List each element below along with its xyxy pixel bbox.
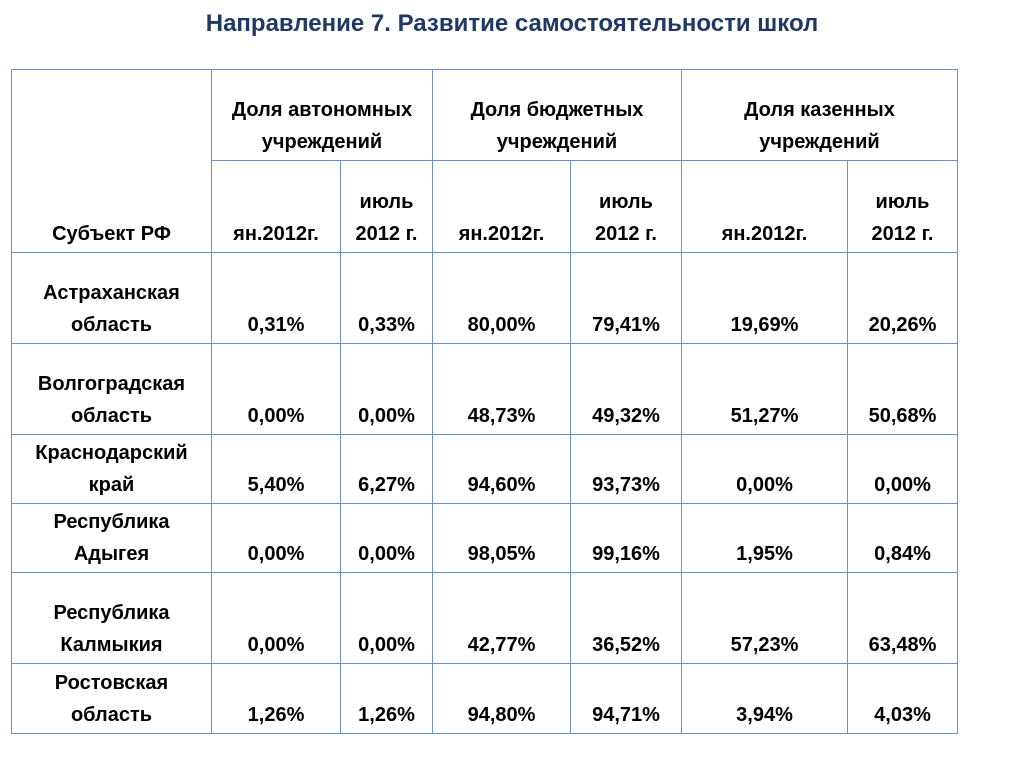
value-cell: 98,05% [432,503,571,573]
period-line: 2012 г. [871,223,934,245]
region-name-line: край [88,474,135,496]
period-header: июль 2012 г. [340,160,433,253]
group-header-line: учреждений [759,131,880,153]
value-cell: 48,73% [432,343,571,435]
group-header-state: Доля казенных учреждений [681,69,958,161]
value-cell: 1,95% [681,503,848,573]
value-cell: 0,00% [340,343,433,435]
value-cell: 4,03% [847,663,958,734]
region-cell: Краснодарский край [11,434,212,504]
value-cell: 1,26% [211,663,341,734]
region-cell: Республика Адыгея [11,503,212,573]
region-name-line: область [70,314,153,336]
period-header: ян.2012г. [211,160,341,253]
region-name-line: Республика [53,511,170,533]
value-cell: 0,00% [211,572,341,664]
table-row: Республика Адыгея 0,00% 0,00% 98,05% 99,… [11,503,958,573]
value-cell: 80,00% [432,252,571,344]
value-cell: 0,31% [211,252,341,344]
table-row: Республика Калмыкия 0,00% 0,00% 42,77% 3… [11,572,958,664]
value-cell: 93,73% [570,434,682,504]
region-name-line: область [70,704,153,726]
group-header-line: учреждений [261,131,383,153]
slide-title: Направление 7. Развитие самостоятельност… [205,10,819,37]
region-name-line: Калмыкия [60,634,163,656]
value-cell: 0,00% [340,572,433,664]
value-cell: 63,48% [847,572,958,664]
value-cell: 50,68% [847,343,958,435]
subject-header: Субъект РФ [11,69,212,253]
group-header-autonomous: Доля автономных учреждений [211,69,433,161]
value-cell: 0,00% [211,503,341,573]
region-cell: Астраханская область [11,252,212,344]
value-cell: 0,00% [211,343,341,435]
period-header: июль 2012 г. [847,160,958,253]
region-name-line: Краснодарский [35,442,188,464]
group-header-line: Доля казенных [744,99,895,121]
table-row: Ростовская область 1,26% 1,26% 94,80% 94… [11,663,958,734]
value-cell: 94,71% [570,663,682,734]
region-name-line: область [70,405,153,427]
region-cell: Республика Калмыкия [11,572,212,664]
value-cell: 0,00% [847,434,958,504]
value-cell: 6,27% [340,434,433,504]
value-cell: 51,27% [681,343,848,435]
period-line: ян.2012г. [233,223,319,245]
value-cell: 19,69% [681,252,848,344]
region-name-line: Волгоградская [37,373,186,395]
data-table: Субъект РФ Доля автономных учреждений До… [11,69,958,734]
period-line: ян.2012г. [721,223,808,245]
region-name-line: Адыгея [73,543,150,565]
region-name-line: Ростовская [54,672,169,694]
value-cell: 57,23% [681,572,848,664]
region-cell: Волгоградская область [11,343,212,435]
period-header: ян.2012г. [432,160,571,253]
subject-header-label: Субъект РФ [52,223,171,245]
group-header-budget: Доля бюджетных учреждений [432,69,682,161]
value-cell: 79,41% [570,252,682,344]
group-header-row: Субъект РФ Доля автономных учреждений До… [11,69,958,253]
value-cell: 0,00% [340,503,433,573]
period-header-row: ян.2012г. июль 2012 г. ян.2012г. июль 20… [12,160,958,253]
value-cell: 0,00% [681,434,848,504]
period-line: ян.2012г. [458,223,545,245]
period-header: ян.2012г. [681,160,848,253]
group-header-line: Доля бюджетных [470,99,644,121]
value-cell: 1,26% [340,663,433,734]
value-cell: 3,94% [681,663,848,734]
value-cell: 42,77% [432,572,571,664]
value-cell: 94,80% [432,663,571,734]
value-cell: 94,60% [432,434,571,504]
period-line: июль [359,191,414,213]
table-row: Астраханская область 0,31% 0,33% 80,00% … [11,252,958,344]
value-cell: 99,16% [570,503,682,573]
table-row: Краснодарский край 5,40% 6,27% 94,60% 93… [11,434,958,504]
period-header: июль 2012 г. [570,160,682,253]
group-header-line: учреждений [496,131,618,153]
region-cell: Ростовская область [11,663,212,734]
table-row: Волгоградская область 0,00% 0,00% 48,73%… [11,343,958,435]
value-cell: 5,40% [211,434,341,504]
value-cell: 0,84% [847,503,958,573]
group-header-line: Доля автономных [231,99,413,121]
region-name-line: Республика [53,602,170,624]
value-cell: 49,32% [570,343,682,435]
value-cell: 0,33% [340,252,433,344]
region-name-line: Астраханская [43,282,180,304]
value-cell: 20,26% [847,252,958,344]
value-cell: 36,52% [570,572,682,664]
period-line: 2012 г. [595,223,657,245]
period-line: 2012 г. [355,223,418,245]
period-line: июль [875,191,930,213]
period-line: июль [599,191,653,213]
